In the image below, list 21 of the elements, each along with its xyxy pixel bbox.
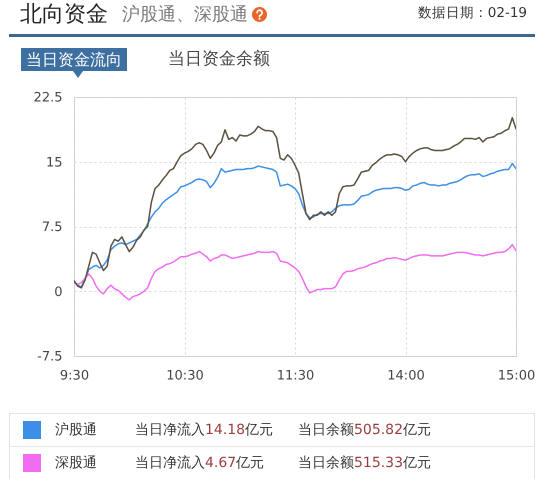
x-tick-label: 10:30 (166, 368, 204, 384)
chart-subtitle: 沪股通、深股通 (122, 3, 248, 27)
y-tick-label: 0 (54, 284, 62, 300)
line-series (74, 244, 516, 301)
x-tick-label: 11:30 (276, 368, 314, 384)
tab-label: 当日资金余额 (168, 48, 270, 71)
x-tick-label: 9:30 (60, 368, 90, 384)
legend-label: 沪股通 (55, 421, 97, 440)
x-tick-label: 14:00 (387, 368, 425, 384)
legend-table: 沪股通 当日净流入14.18亿元 当日余额505.82亿元 深股通 当日净流入4.67亿元 当日余额515.33亿元 (9, 413, 535, 479)
y-tick-label: 22.5 (34, 90, 62, 106)
y-tick-label: 15 (46, 155, 62, 170)
line-series (74, 162, 516, 288)
x-tick-label: 15:00 (498, 368, 536, 384)
y-tick-label: -7.5 (37, 350, 62, 364)
text: 数据日期：02-19 (418, 4, 527, 22)
selected-tab: 当日资金流向 (21, 48, 127, 71)
chart-title: 北向资金 (20, 1, 108, 29)
y-tick-label: 7.5 (42, 220, 62, 235)
line-series (74, 116, 516, 289)
legend-label: 深股通 (55, 454, 97, 473)
